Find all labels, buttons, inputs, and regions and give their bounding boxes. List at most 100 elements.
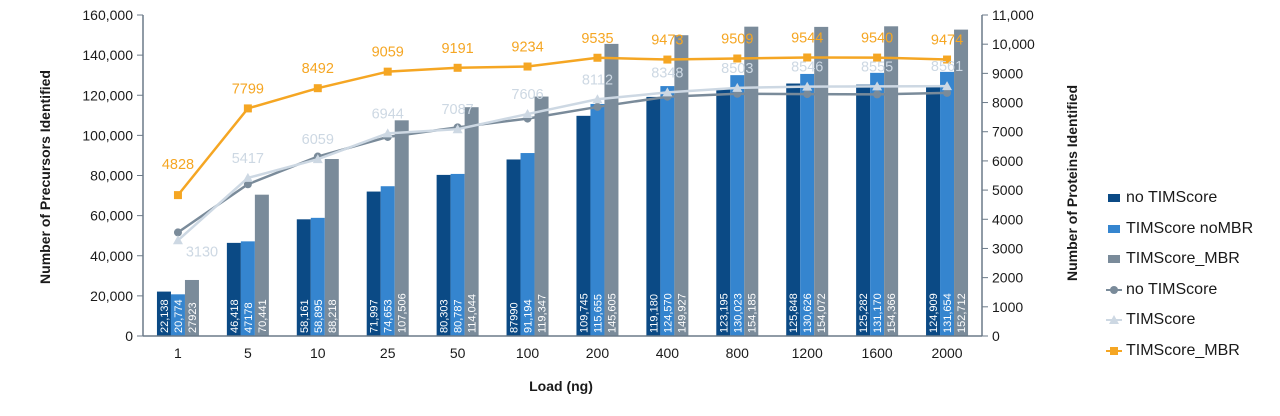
bar-value-label: 27923 bbox=[187, 302, 199, 333]
bar-value-label: 124,570 bbox=[662, 293, 674, 333]
bar-value-label: 46,418 bbox=[229, 299, 241, 333]
line-value-label: 9473 bbox=[651, 33, 683, 49]
bar-value-label: 91,194 bbox=[523, 299, 535, 333]
y-right-tick-label: 11,000 bbox=[992, 7, 1034, 23]
bar bbox=[814, 26, 829, 337]
bar-value-label: 154,366 bbox=[886, 293, 898, 333]
bar-value-label: 154,185 bbox=[746, 293, 758, 333]
line-value-label: 4828 bbox=[162, 157, 194, 173]
bar-value-label: 125,282 bbox=[858, 293, 870, 333]
bar-value-label: 109,745 bbox=[578, 293, 590, 333]
line-value-label: 8112 bbox=[582, 72, 613, 88]
bar bbox=[254, 194, 269, 336]
line-point bbox=[872, 81, 883, 91]
y-left-tick-label: 80,000 bbox=[90, 168, 133, 184]
line-value-label: 9191 bbox=[441, 41, 473, 57]
legend-item: TIMScore_MBR bbox=[1106, 336, 1253, 367]
legend-item: TIMScore noMBR bbox=[1106, 214, 1253, 245]
bar bbox=[800, 73, 815, 337]
bar-value-label: 80,787 bbox=[453, 299, 465, 333]
line-value-label: 9544 bbox=[791, 30, 823, 46]
line-value-label: 6059 bbox=[302, 132, 334, 148]
x-tick-label: 400 bbox=[656, 345, 680, 361]
line-point bbox=[873, 53, 882, 62]
y-left-tick-label: 20,000 bbox=[90, 288, 133, 304]
y-right-tick-label: 3000 bbox=[992, 240, 1023, 256]
bar bbox=[590, 103, 605, 336]
bar bbox=[660, 86, 675, 336]
bar bbox=[884, 26, 899, 336]
line-point bbox=[383, 67, 392, 76]
x-tick-label: 5 bbox=[244, 345, 252, 361]
bar bbox=[744, 26, 759, 336]
bar bbox=[184, 279, 199, 336]
legend-item: TIMScore bbox=[1106, 305, 1253, 336]
bar-value-label: 123,195 bbox=[718, 293, 730, 333]
y-left-tick-label: 40,000 bbox=[90, 248, 133, 264]
bar-value-label: 131,170 bbox=[872, 293, 884, 333]
line-value-label: 8503 bbox=[721, 61, 753, 77]
line-point bbox=[243, 104, 252, 113]
line-value-label: 6944 bbox=[372, 106, 404, 122]
line-point bbox=[522, 109, 533, 119]
y-right-tick-label: 9000 bbox=[992, 65, 1023, 81]
line-value-label: 9059 bbox=[372, 45, 404, 61]
line-point bbox=[733, 54, 742, 63]
bar bbox=[436, 174, 451, 336]
bar-value-label: 119,347 bbox=[537, 294, 549, 333]
series-line bbox=[177, 84, 948, 242]
bar bbox=[394, 120, 409, 336]
bar bbox=[856, 84, 871, 336]
bar bbox=[226, 242, 241, 336]
line-point bbox=[312, 154, 323, 164]
line-point bbox=[592, 94, 603, 104]
line-value-label: 8546 bbox=[791, 60, 823, 76]
y-right-tick-label: 2000 bbox=[992, 270, 1023, 286]
line-point bbox=[313, 84, 322, 93]
legend-label: TIMScore bbox=[1126, 311, 1196, 329]
bar bbox=[940, 71, 955, 336]
line-point bbox=[453, 63, 462, 72]
line-value-label: 7799 bbox=[232, 81, 264, 97]
y-right-tick-label: 5000 bbox=[992, 182, 1023, 198]
y-left-tick-label: 0 bbox=[125, 328, 133, 344]
line-point bbox=[732, 82, 743, 92]
x-tick-label: 200 bbox=[586, 345, 610, 361]
bar bbox=[646, 96, 661, 336]
bar bbox=[716, 88, 731, 337]
bar-value-label: 119,180 bbox=[648, 294, 660, 333]
x-tick-label: 10 bbox=[310, 345, 326, 361]
line-point bbox=[173, 228, 182, 237]
line-point bbox=[593, 53, 602, 62]
legend-item: TIMScore_MBR bbox=[1106, 244, 1253, 275]
line-point bbox=[942, 81, 953, 91]
bar-value-label: 149,927 bbox=[676, 293, 688, 333]
y-axis-right-title: Number of Proteins Identified bbox=[1064, 85, 1080, 281]
bar bbox=[380, 186, 395, 336]
bar bbox=[730, 75, 745, 336]
legend-label: TIMScore_MBR bbox=[1126, 250, 1240, 268]
x-tick-label: 50 bbox=[450, 345, 466, 361]
x-tick-label: 2000 bbox=[931, 345, 962, 361]
line-value-label: 8348 bbox=[651, 65, 683, 81]
y-right-tick-label: 6000 bbox=[992, 153, 1023, 169]
bar bbox=[240, 241, 255, 336]
line-point bbox=[523, 62, 532, 71]
bar-value-label: 130,023 bbox=[732, 293, 744, 333]
y-left-tick-label: 100,000 bbox=[82, 127, 133, 143]
bar-value-label: 115,655 bbox=[592, 294, 604, 333]
bar bbox=[506, 159, 521, 336]
bar-value-label: 88,218 bbox=[327, 299, 339, 333]
bar-value-label: 22,138 bbox=[159, 299, 171, 333]
line-point bbox=[803, 90, 812, 99]
bar-value-label: 145,605 bbox=[606, 293, 618, 333]
y-right-tick-label: 0 bbox=[992, 328, 1000, 344]
bar bbox=[534, 96, 549, 336]
legend-label: no TIMScore bbox=[1126, 280, 1218, 298]
line-point bbox=[172, 235, 183, 245]
line-point bbox=[173, 191, 182, 200]
line-value-label: 3130 bbox=[186, 244, 218, 260]
line-point bbox=[662, 87, 673, 97]
y-left-tick-label: 160,000 bbox=[82, 7, 133, 23]
line-value-label: 8561 bbox=[931, 59, 963, 75]
